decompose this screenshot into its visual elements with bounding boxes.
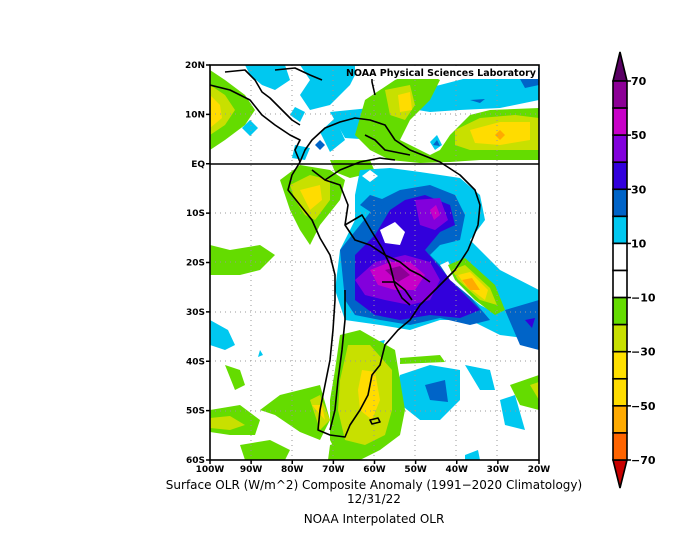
coastlines (210, 67, 481, 438)
colorbar-box (612, 107, 628, 136)
anomaly-region (415, 198, 448, 230)
anomaly-region (258, 350, 263, 357)
anomaly-region (210, 95, 222, 128)
colorbar-box (612, 215, 628, 245)
anomaly-region (400, 355, 445, 364)
south-america-outline (287, 117, 481, 438)
anomaly-region (465, 450, 480, 460)
anomaly-region (462, 278, 480, 290)
border-lines (324, 157, 396, 181)
colorbar-box (612, 405, 628, 434)
lon-axis: 100W 90W 80W 70W 60W 50W 40W 30W 20W (196, 460, 551, 475)
central-america-coast (210, 84, 301, 163)
lon-tick-label: 80W (281, 465, 304, 475)
figure-title: Surface OLR (W/m^2) Composite Anomaly (1… (165, 478, 583, 492)
border-lines (382, 281, 413, 301)
colorbar-box (612, 134, 628, 164)
anomaly-region (362, 170, 378, 182)
lat-tick-label: 50S (186, 407, 205, 417)
lon-tick-label: 20W (528, 465, 551, 475)
colorbar-box (612, 161, 628, 191)
anomaly-region (240, 440, 290, 460)
border-lines (311, 169, 431, 283)
colorbar-tick-label: −30 (631, 346, 656, 359)
anomaly-region (312, 405, 325, 420)
colorbar-top-arrow (611, 51, 629, 82)
anomaly-region (300, 185, 322, 210)
border-lines (364, 134, 411, 156)
colorbar-tick-label: −50 (631, 400, 656, 413)
anomaly-region (225, 365, 245, 390)
map-panel: NOAA Physical Sciences Laboratory (209, 64, 540, 461)
credit-box (355, 66, 538, 79)
colorbar-tick-label: 10 (631, 237, 647, 250)
figure-source: NOAA Interpolated OLR (303, 512, 445, 526)
lon-tick-label: 100W (196, 465, 225, 475)
colorbar-box (612, 80, 628, 109)
colorbar-box (612, 296, 628, 326)
anomaly-region (242, 120, 258, 136)
anomaly-region (360, 195, 385, 215)
anomaly-region (465, 365, 495, 390)
colorbar-box (612, 432, 628, 461)
anomaly-region (210, 245, 275, 275)
lon-tick-label: 50W (404, 465, 427, 475)
anomaly-region (315, 140, 325, 150)
anomaly-region (500, 395, 525, 430)
lat-axis: 20N 10N EQ 10S 20S 30S 40S 50S 60S (185, 61, 210, 466)
anomaly-region (470, 99, 485, 103)
lon-tick-label: 90W (240, 465, 263, 475)
colorbar-box (612, 242, 628, 272)
colorbar-box (612, 350, 628, 380)
lat-tick-label: 60S (186, 456, 205, 466)
anomaly-region (380, 222, 405, 245)
anomaly-region (425, 380, 448, 402)
anomaly-region (210, 320, 235, 350)
colorbar-box (612, 323, 628, 353)
lat-tick-label: 30S (186, 308, 205, 318)
colorbar: 70 50 30 10 −10 −30 −50 −70 (611, 51, 656, 489)
grid-lines (210, 65, 539, 460)
anomaly-region (525, 318, 535, 328)
anomaly-region (510, 375, 539, 410)
colorbar-tick-label: 30 (631, 183, 647, 196)
lat-tick-label: 10S (186, 209, 205, 219)
lat-tick-label: 20S (186, 259, 205, 269)
colorbar-box (612, 188, 628, 218)
anomaly-region (395, 70, 539, 112)
anomaly-region (290, 107, 305, 122)
central-america-north-coast (224, 69, 301, 126)
border-lines (344, 214, 411, 306)
lat-tick-label: 40S (186, 357, 205, 367)
lat-tick-label: 20N (185, 61, 205, 71)
colorbar-tick-label: −70 (631, 454, 656, 467)
andes-border (329, 290, 346, 431)
anomaly-region (245, 65, 290, 90)
anomaly-region (433, 140, 440, 146)
colorbar-box (612, 377, 628, 407)
falklands (369, 417, 381, 425)
colorbar-tick-label: 50 (631, 129, 647, 142)
anomaly-region (210, 416, 245, 430)
lon-tick-label: 40W (446, 465, 469, 475)
cuba (274, 67, 323, 81)
lat-tick-label: 10N (185, 110, 205, 120)
figure-date: 12/31/22 (347, 492, 401, 506)
credit-label: NOAA Physical Sciences Laboratory (346, 68, 537, 79)
lon-tick-label: 60W (363, 465, 386, 475)
anomaly-region (398, 92, 412, 112)
anomaly-region (358, 370, 380, 420)
lon-tick-label: 70W (322, 465, 345, 475)
lat-tick-label: EQ (191, 160, 205, 170)
colorbar-tick-label: −10 (631, 292, 656, 305)
colorbar-tick-label: 70 (631, 75, 647, 88)
anomaly-region (495, 130, 505, 140)
colorbar-box (612, 269, 628, 299)
lon-tick-label: 30W (487, 465, 510, 475)
anomaly-region (530, 382, 539, 400)
